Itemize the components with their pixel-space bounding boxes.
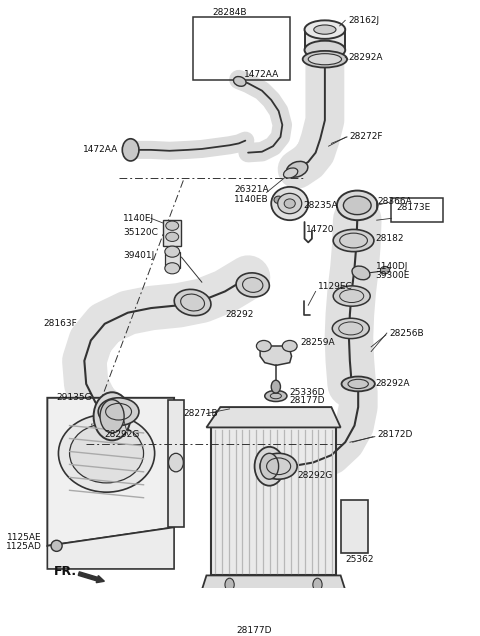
Ellipse shape (333, 286, 370, 306)
Bar (211, 427, 336, 576)
Ellipse shape (260, 453, 297, 479)
Text: 28272F: 28272F (350, 132, 384, 141)
Bar (192, 17, 290, 80)
Text: 1125AD: 1125AD (6, 543, 42, 551)
Ellipse shape (313, 578, 322, 591)
Text: 1125AE: 1125AE (7, 533, 42, 542)
Text: 28256B: 28256B (390, 329, 424, 338)
Ellipse shape (271, 187, 308, 220)
Ellipse shape (278, 193, 302, 214)
Text: 28163F: 28163F (43, 319, 77, 328)
Text: 28284B: 28284B (212, 8, 247, 17)
Text: 1140EJ: 1140EJ (123, 214, 155, 223)
Bar (165, 252, 180, 268)
Ellipse shape (333, 230, 374, 252)
Ellipse shape (168, 453, 183, 472)
Text: FR.: FR. (54, 565, 77, 578)
Text: 28292A: 28292A (376, 380, 410, 389)
Ellipse shape (100, 399, 124, 433)
Ellipse shape (51, 540, 62, 551)
Text: 28173E: 28173E (396, 203, 431, 212)
Ellipse shape (260, 453, 278, 479)
Ellipse shape (225, 578, 234, 591)
Ellipse shape (174, 289, 211, 315)
Ellipse shape (304, 41, 345, 59)
Ellipse shape (308, 53, 342, 65)
Ellipse shape (165, 246, 180, 257)
Polygon shape (260, 346, 291, 366)
Text: 28177D: 28177D (237, 626, 272, 635)
Ellipse shape (271, 380, 280, 393)
Ellipse shape (265, 607, 280, 625)
Ellipse shape (165, 263, 180, 274)
Ellipse shape (59, 415, 155, 492)
Ellipse shape (284, 168, 298, 178)
Ellipse shape (166, 232, 179, 242)
Bar (341, 499, 368, 553)
Ellipse shape (70, 424, 144, 483)
Ellipse shape (274, 196, 283, 204)
Text: 28292A: 28292A (348, 53, 383, 62)
Bar (392, 198, 444, 222)
Text: 39401J: 39401J (123, 251, 155, 260)
Text: 28162J: 28162J (348, 16, 379, 25)
Text: 1472AA: 1472AA (84, 146, 119, 155)
Ellipse shape (256, 340, 271, 352)
Text: 28292G: 28292G (297, 471, 333, 480)
Text: 28182: 28182 (376, 234, 404, 243)
Text: 14720: 14720 (306, 225, 335, 234)
Ellipse shape (332, 318, 369, 338)
Ellipse shape (304, 20, 345, 39)
Text: 39300E: 39300E (376, 271, 410, 280)
Bar (304, 30, 345, 50)
Polygon shape (48, 527, 174, 569)
Ellipse shape (303, 51, 347, 67)
Ellipse shape (343, 196, 371, 214)
Polygon shape (200, 576, 347, 596)
Text: 35120C: 35120C (123, 228, 158, 237)
Bar (168, 399, 184, 527)
Text: 26321A: 26321A (234, 185, 269, 194)
Ellipse shape (98, 398, 139, 425)
Ellipse shape (314, 25, 336, 34)
Ellipse shape (287, 162, 308, 177)
Ellipse shape (254, 447, 284, 486)
Text: 25336D: 25336D (290, 388, 325, 397)
Text: 28177D: 28177D (290, 396, 325, 405)
Ellipse shape (233, 76, 246, 86)
Polygon shape (206, 407, 341, 427)
Bar (163, 220, 181, 246)
Text: 28292: 28292 (225, 310, 253, 319)
Text: 28366A: 28366A (378, 197, 412, 206)
Text: 1140DJ: 1140DJ (376, 262, 408, 271)
Ellipse shape (166, 221, 179, 230)
Text: 1472AA: 1472AA (244, 69, 279, 78)
Polygon shape (48, 398, 174, 546)
Text: 1140EB: 1140EB (234, 195, 269, 204)
FancyArrow shape (78, 572, 104, 583)
Ellipse shape (236, 273, 269, 297)
Text: 1129EC: 1129EC (317, 282, 352, 291)
Ellipse shape (352, 266, 370, 280)
Ellipse shape (265, 391, 287, 401)
Text: 28292G: 28292G (105, 431, 140, 439)
Ellipse shape (122, 139, 139, 161)
Text: 29135G: 29135G (57, 393, 92, 403)
Text: 28271B: 28271B (183, 409, 218, 418)
Ellipse shape (342, 377, 375, 391)
Ellipse shape (94, 392, 131, 440)
Text: 28172D: 28172D (378, 431, 413, 439)
Text: 25362: 25362 (345, 555, 374, 564)
Text: 28235A: 28235A (303, 201, 338, 210)
Ellipse shape (284, 199, 295, 208)
Ellipse shape (337, 191, 378, 220)
Ellipse shape (380, 266, 390, 274)
Ellipse shape (282, 340, 297, 352)
Text: 28259A: 28259A (301, 338, 336, 347)
